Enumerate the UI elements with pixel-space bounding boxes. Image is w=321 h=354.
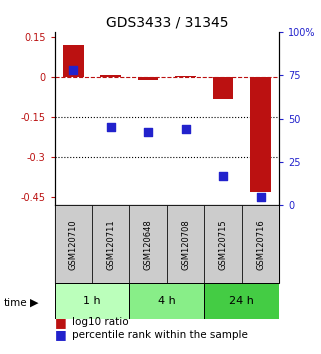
Point: [146, 130, 151, 135]
Bar: [129, 205, 167, 283]
Bar: [167, 205, 204, 283]
Text: GSM120716: GSM120716: [256, 219, 265, 270]
Text: ■: ■: [55, 328, 66, 341]
Text: ▶: ▶: [30, 298, 38, 308]
Bar: [129, 283, 204, 319]
Text: percentile rank within the sample: percentile rank within the sample: [72, 330, 248, 339]
Bar: [213, 77, 233, 98]
Bar: [55, 283, 129, 319]
Bar: [138, 77, 159, 80]
Text: time: time: [3, 298, 27, 308]
Bar: [204, 205, 242, 283]
Bar: [63, 45, 83, 77]
Bar: [92, 205, 129, 283]
Text: log10 ratio: log10 ratio: [72, 317, 129, 327]
Point: [258, 194, 263, 200]
Point: [108, 124, 113, 130]
Text: GSM120648: GSM120648: [144, 219, 153, 270]
Text: ■: ■: [55, 316, 66, 329]
Text: 24 h: 24 h: [230, 296, 254, 306]
Title: GDS3433 / 31345: GDS3433 / 31345: [106, 15, 228, 29]
Bar: [250, 77, 271, 192]
Bar: [175, 76, 196, 77]
Text: GSM120711: GSM120711: [106, 219, 115, 270]
Point: [71, 67, 76, 73]
Text: GSM120708: GSM120708: [181, 219, 190, 270]
Bar: [55, 205, 92, 283]
Bar: [242, 205, 279, 283]
Text: 4 h: 4 h: [158, 296, 176, 306]
Point: [183, 126, 188, 132]
Bar: [204, 283, 279, 319]
Text: 1 h: 1 h: [83, 296, 101, 306]
Bar: [100, 75, 121, 77]
Text: GSM120710: GSM120710: [69, 219, 78, 270]
Text: GSM120715: GSM120715: [219, 219, 228, 270]
Point: [221, 173, 226, 179]
